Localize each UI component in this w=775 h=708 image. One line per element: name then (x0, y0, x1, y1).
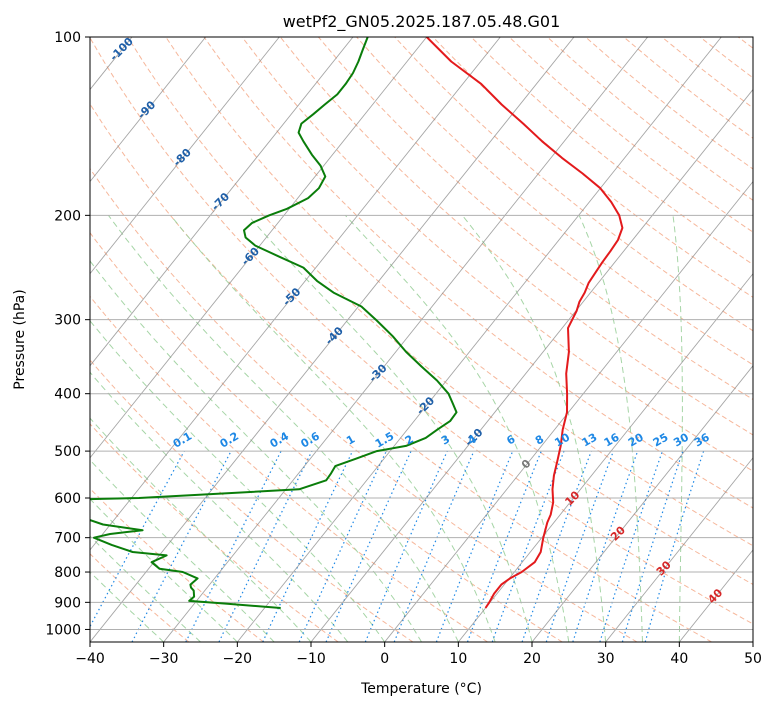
isotherm-line (0, 37, 58, 642)
moist-adiabat (344, 214, 570, 642)
isotherm-line (90, 37, 428, 459)
x-tick-label: 30 (597, 651, 615, 667)
y-tick-label: 300 (54, 313, 81, 329)
moist-adiabat (90, 417, 312, 642)
y-tick-label: 1000 (45, 622, 81, 638)
dry-adiabat (90, 553, 190, 642)
mixing-ratio-line (262, 450, 354, 642)
y-axis-title: Pressure (hPa) (12, 289, 28, 389)
mixing-ratio-line (90, 450, 185, 628)
moist-adiabat (90, 320, 386, 642)
dry-adiabat (241, 37, 753, 472)
dry-adiabat (90, 167, 638, 642)
moist-adiabat (672, 215, 683, 642)
chart-title: wetPf2_GN05.2025.187.05.48.G01 (283, 12, 561, 32)
isotherm-line (163, 37, 649, 642)
x-axis-title: Temperature (°C) (360, 681, 482, 697)
y-tick-label: 200 (54, 208, 81, 224)
y-tick-label: 800 (54, 565, 81, 581)
moist-adiabat (461, 214, 607, 642)
dry-adiabat (90, 423, 339, 642)
dry-adiabat (279, 37, 753, 436)
dry-adiabat (90, 487, 264, 642)
dry-adiabat (432, 37, 753, 298)
y-tick-label: 900 (54, 595, 81, 611)
moist-adiabat (107, 215, 459, 642)
mixing-ratio-line (435, 450, 514, 642)
dry-adiabat (90, 37, 753, 625)
mixing-ratio-line (218, 450, 313, 642)
dry-adiabat (203, 37, 753, 509)
isotherm-line (90, 37, 207, 183)
y-tick-label: 600 (54, 491, 81, 507)
y-tick-label: 400 (54, 387, 81, 403)
isotherm-line (90, 37, 354, 367)
mixing-ratio-line (621, 450, 684, 642)
x-tick-label: 10 (449, 651, 467, 667)
dry-adiabat (90, 295, 488, 642)
dry-adiabat (356, 37, 753, 366)
isotherm-line (457, 272, 753, 642)
moist-adiabat (90, 571, 165, 642)
mixing-ratio-line (298, 450, 387, 642)
moist-adiabat (90, 371, 349, 642)
mixing-ratio-line (599, 450, 663, 642)
isotherm-line (605, 457, 753, 642)
y-tick-label: 100 (54, 30, 81, 46)
moist-adiabat (90, 260, 422, 642)
isotherm-line (310, 88, 753, 642)
mixing-ratio-line (572, 450, 639, 642)
y-tick-label: 500 (54, 444, 81, 460)
temperature-profile-line (425, 37, 624, 609)
dry-adiabat (90, 103, 712, 642)
dewpoint-profile-line (90, 37, 458, 609)
x-tick-label: −20 (223, 651, 253, 667)
mixing-ratio-line (466, 450, 542, 642)
x-tick-label: −40 (75, 651, 105, 667)
isotherm-line (531, 365, 753, 642)
moist-adiabat (247, 214, 533, 642)
isotherm-line (90, 37, 501, 551)
background-lines (0, 37, 753, 642)
moist-adiabat (90, 535, 201, 642)
isotherm-line (90, 37, 575, 642)
x-tick-label: −30 (149, 651, 179, 667)
moist-adiabat (170, 214, 496, 642)
plot-frame (89, 36, 754, 643)
y-tick-label: 700 (54, 531, 81, 547)
moist-adiabat (578, 215, 643, 642)
x-tick-label: −10 (296, 651, 326, 667)
moist-adiabat (90, 498, 238, 642)
isotherm-line (236, 37, 722, 642)
x-tick-label: 20 (523, 651, 541, 667)
isotherm-line (384, 180, 753, 642)
x-tick-label: 0 (380, 651, 389, 667)
dry-adiabat (394, 37, 753, 332)
x-tick-label: 40 (670, 651, 688, 667)
axes: −40 −30 −20 −10 0 10 20 30 40 50 100 200 300 400 500 60… (45, 30, 762, 667)
x-tick-label: 50 (744, 651, 762, 667)
plot-background (90, 37, 753, 642)
series-group (90, 37, 624, 609)
isotherm-line (752, 641, 753, 642)
isotherm-line (90, 37, 280, 275)
